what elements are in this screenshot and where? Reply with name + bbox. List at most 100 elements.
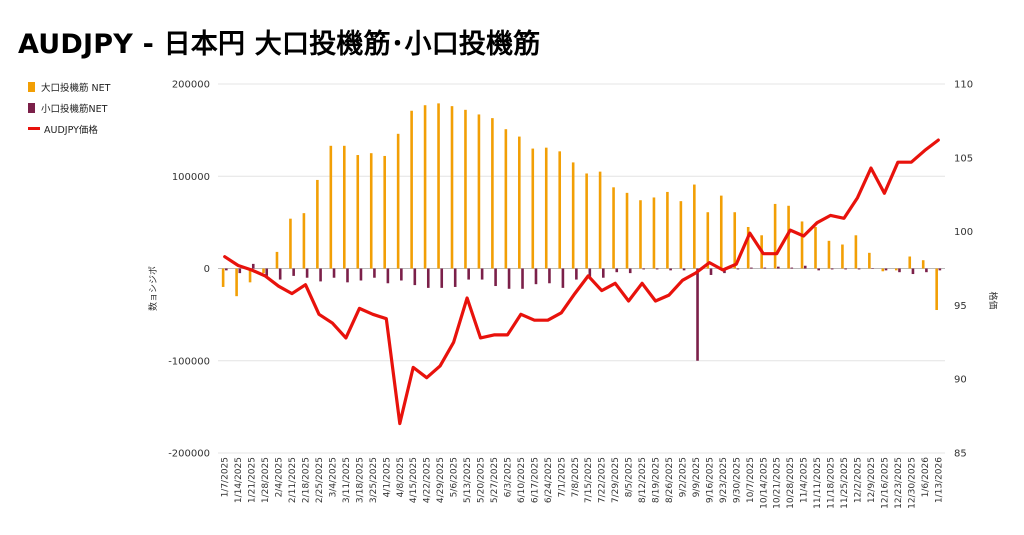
y-right-tick-label: 85 bbox=[954, 449, 967, 460]
bar-small-spec bbox=[763, 267, 767, 269]
x-tick-label: 1/28/2025 bbox=[261, 457, 271, 503]
bar-large-spec bbox=[639, 200, 642, 269]
bar-large-spec bbox=[342, 145, 346, 269]
x-tick-label: 3/11/2025 bbox=[342, 457, 352, 503]
legend-label-large-spec: 大口投機筋 NET bbox=[41, 82, 111, 94]
x-tick-label: 8/26/2025 bbox=[665, 457, 675, 503]
price-series-line bbox=[223, 138, 940, 426]
legend-item-price: AUDJPY価格 bbox=[28, 118, 110, 139]
x-tick-label: 10/21/2025 bbox=[773, 457, 783, 509]
legend-label-price: AUDJPY価格 bbox=[44, 124, 98, 136]
legend-label-small-spec: 小口投機筋NET bbox=[41, 103, 108, 115]
x-tick-label: 6/10/2025 bbox=[517, 457, 527, 503]
x-tick-label: 10/14/2025 bbox=[759, 457, 769, 509]
x-tick-label: 12/9/2025 bbox=[867, 457, 877, 503]
bar-small-spec bbox=[871, 268, 874, 269]
bar-large-spec bbox=[652, 197, 656, 269]
bar-small-spec bbox=[467, 268, 470, 280]
y-left-tick-label: 200000 bbox=[172, 80, 210, 91]
bar-small-spec bbox=[265, 268, 269, 276]
x-tick-label: 11/4/2025 bbox=[800, 457, 810, 503]
bar-large-spec bbox=[235, 268, 238, 297]
bar-small-spec bbox=[305, 268, 309, 278]
x-tick-label: 7/8/2025 bbox=[571, 457, 581, 497]
bar-large-spec bbox=[612, 187, 615, 269]
bar-large-spec bbox=[221, 268, 225, 287]
legend-swatch-small-spec bbox=[28, 102, 35, 113]
bar-large-spec bbox=[356, 155, 360, 269]
y-left-tick-label: 0 bbox=[204, 264, 210, 275]
bar-large-spec bbox=[625, 192, 629, 269]
bar-large-spec bbox=[464, 109, 467, 269]
bar-large-spec bbox=[477, 114, 481, 269]
x-tick-label: 5/6/2025 bbox=[450, 457, 460, 497]
y-right-tick-label: 110 bbox=[954, 80, 973, 91]
bar-large-spec bbox=[854, 235, 858, 269]
bar-small-spec bbox=[925, 268, 928, 273]
legend-item-small-spec: 小口投機筋NET bbox=[28, 97, 110, 118]
bar-large-spec bbox=[679, 201, 683, 269]
bar-large-spec bbox=[369, 153, 373, 269]
bar-large-spec bbox=[746, 226, 750, 269]
x-tick-label: 10/7/2025 bbox=[746, 457, 756, 503]
bar-small-spec bbox=[292, 268, 295, 276]
bar-small-spec bbox=[696, 268, 699, 361]
y-right-tick-label: 95 bbox=[954, 301, 967, 312]
bar-large-spec bbox=[800, 221, 804, 269]
bar-small-spec bbox=[669, 268, 672, 271]
bar-small-spec bbox=[251, 263, 255, 269]
bar-small-spec bbox=[534, 268, 538, 285]
x-tick-label: 6/3/2025 bbox=[504, 457, 514, 497]
y-right-tick-label: 90 bbox=[954, 375, 967, 386]
price-line bbox=[223, 138, 940, 426]
x-tick-label: 7/15/2025 bbox=[584, 457, 594, 503]
bar-large-spec bbox=[706, 212, 710, 269]
x-tick-label: 12/16/2025 bbox=[880, 457, 890, 509]
x-tick-label: 9/30/2025 bbox=[732, 457, 742, 503]
y-right-axis-label: 格価 bbox=[987, 291, 999, 309]
x-tick-label: 10/28/2025 bbox=[786, 457, 796, 509]
legend: 大口投機筋 NET 小口投機筋NET AUDJPY価格 bbox=[28, 76, 110, 139]
y-left-tick-label: 100000 bbox=[172, 172, 210, 183]
bar-small-spec bbox=[803, 265, 807, 269]
bar-small-spec bbox=[709, 268, 713, 275]
x-tick-label: 9/16/2025 bbox=[705, 457, 715, 503]
x-tick-label: 4/8/2025 bbox=[396, 457, 406, 497]
x-tick-label: 4/22/2025 bbox=[423, 457, 433, 503]
x-tick-label: 9/9/2025 bbox=[692, 457, 702, 497]
chart-title: AUDJPY - 日本円 大口投機筋･小口投機筋 bbox=[18, 29, 541, 60]
bar-large-spec bbox=[598, 171, 602, 269]
x-tick-label: 5/20/2025 bbox=[477, 457, 487, 503]
bar-small-spec bbox=[588, 268, 592, 277]
bar-small-spec bbox=[561, 268, 565, 288]
legend-swatch-large-spec bbox=[28, 81, 35, 92]
bar-large-spec bbox=[935, 268, 938, 311]
bar-small-spec bbox=[830, 268, 834, 270]
bar-large-spec bbox=[733, 212, 737, 269]
x-tick-label: 3/18/2025 bbox=[355, 457, 365, 503]
bar-small-spec bbox=[278, 268, 282, 280]
x-tick-label: 2/25/2025 bbox=[315, 457, 325, 503]
legend-item-large-spec: 大口投機筋 NET bbox=[28, 76, 110, 97]
x-tick-label: 7/29/2025 bbox=[611, 457, 621, 503]
bar-large-spec bbox=[787, 205, 790, 269]
x-tick-label: 7/22/2025 bbox=[598, 457, 608, 503]
bar-small-spec bbox=[494, 268, 497, 287]
bar-small-spec bbox=[548, 268, 551, 284]
bar-large-spec bbox=[841, 244, 844, 269]
x-tick-label: 3/4/2025 bbox=[328, 457, 338, 497]
bar-small-spec bbox=[938, 268, 942, 271]
x-tick-label: 5/27/2025 bbox=[490, 457, 500, 503]
bar-small-spec bbox=[857, 268, 861, 270]
x-tick-label: 8/19/2025 bbox=[652, 457, 662, 503]
bar-small-spec bbox=[400, 268, 403, 281]
axes: 200000 100000 0 -100000 -200000 110 105 100 95 90… bbox=[147, 80, 999, 509]
bar-large-spec bbox=[423, 105, 427, 269]
x-tick-label: 2/11/2025 bbox=[288, 457, 298, 503]
bar-large-spec bbox=[504, 129, 508, 269]
x-tick-label: 1/13/2026 bbox=[934, 457, 944, 503]
x-tick-label: 7/1/2025 bbox=[557, 457, 567, 497]
bar-large-spec bbox=[558, 151, 562, 269]
bar-large-spec bbox=[383, 155, 386, 269]
legend-swatch-price bbox=[28, 127, 40, 130]
